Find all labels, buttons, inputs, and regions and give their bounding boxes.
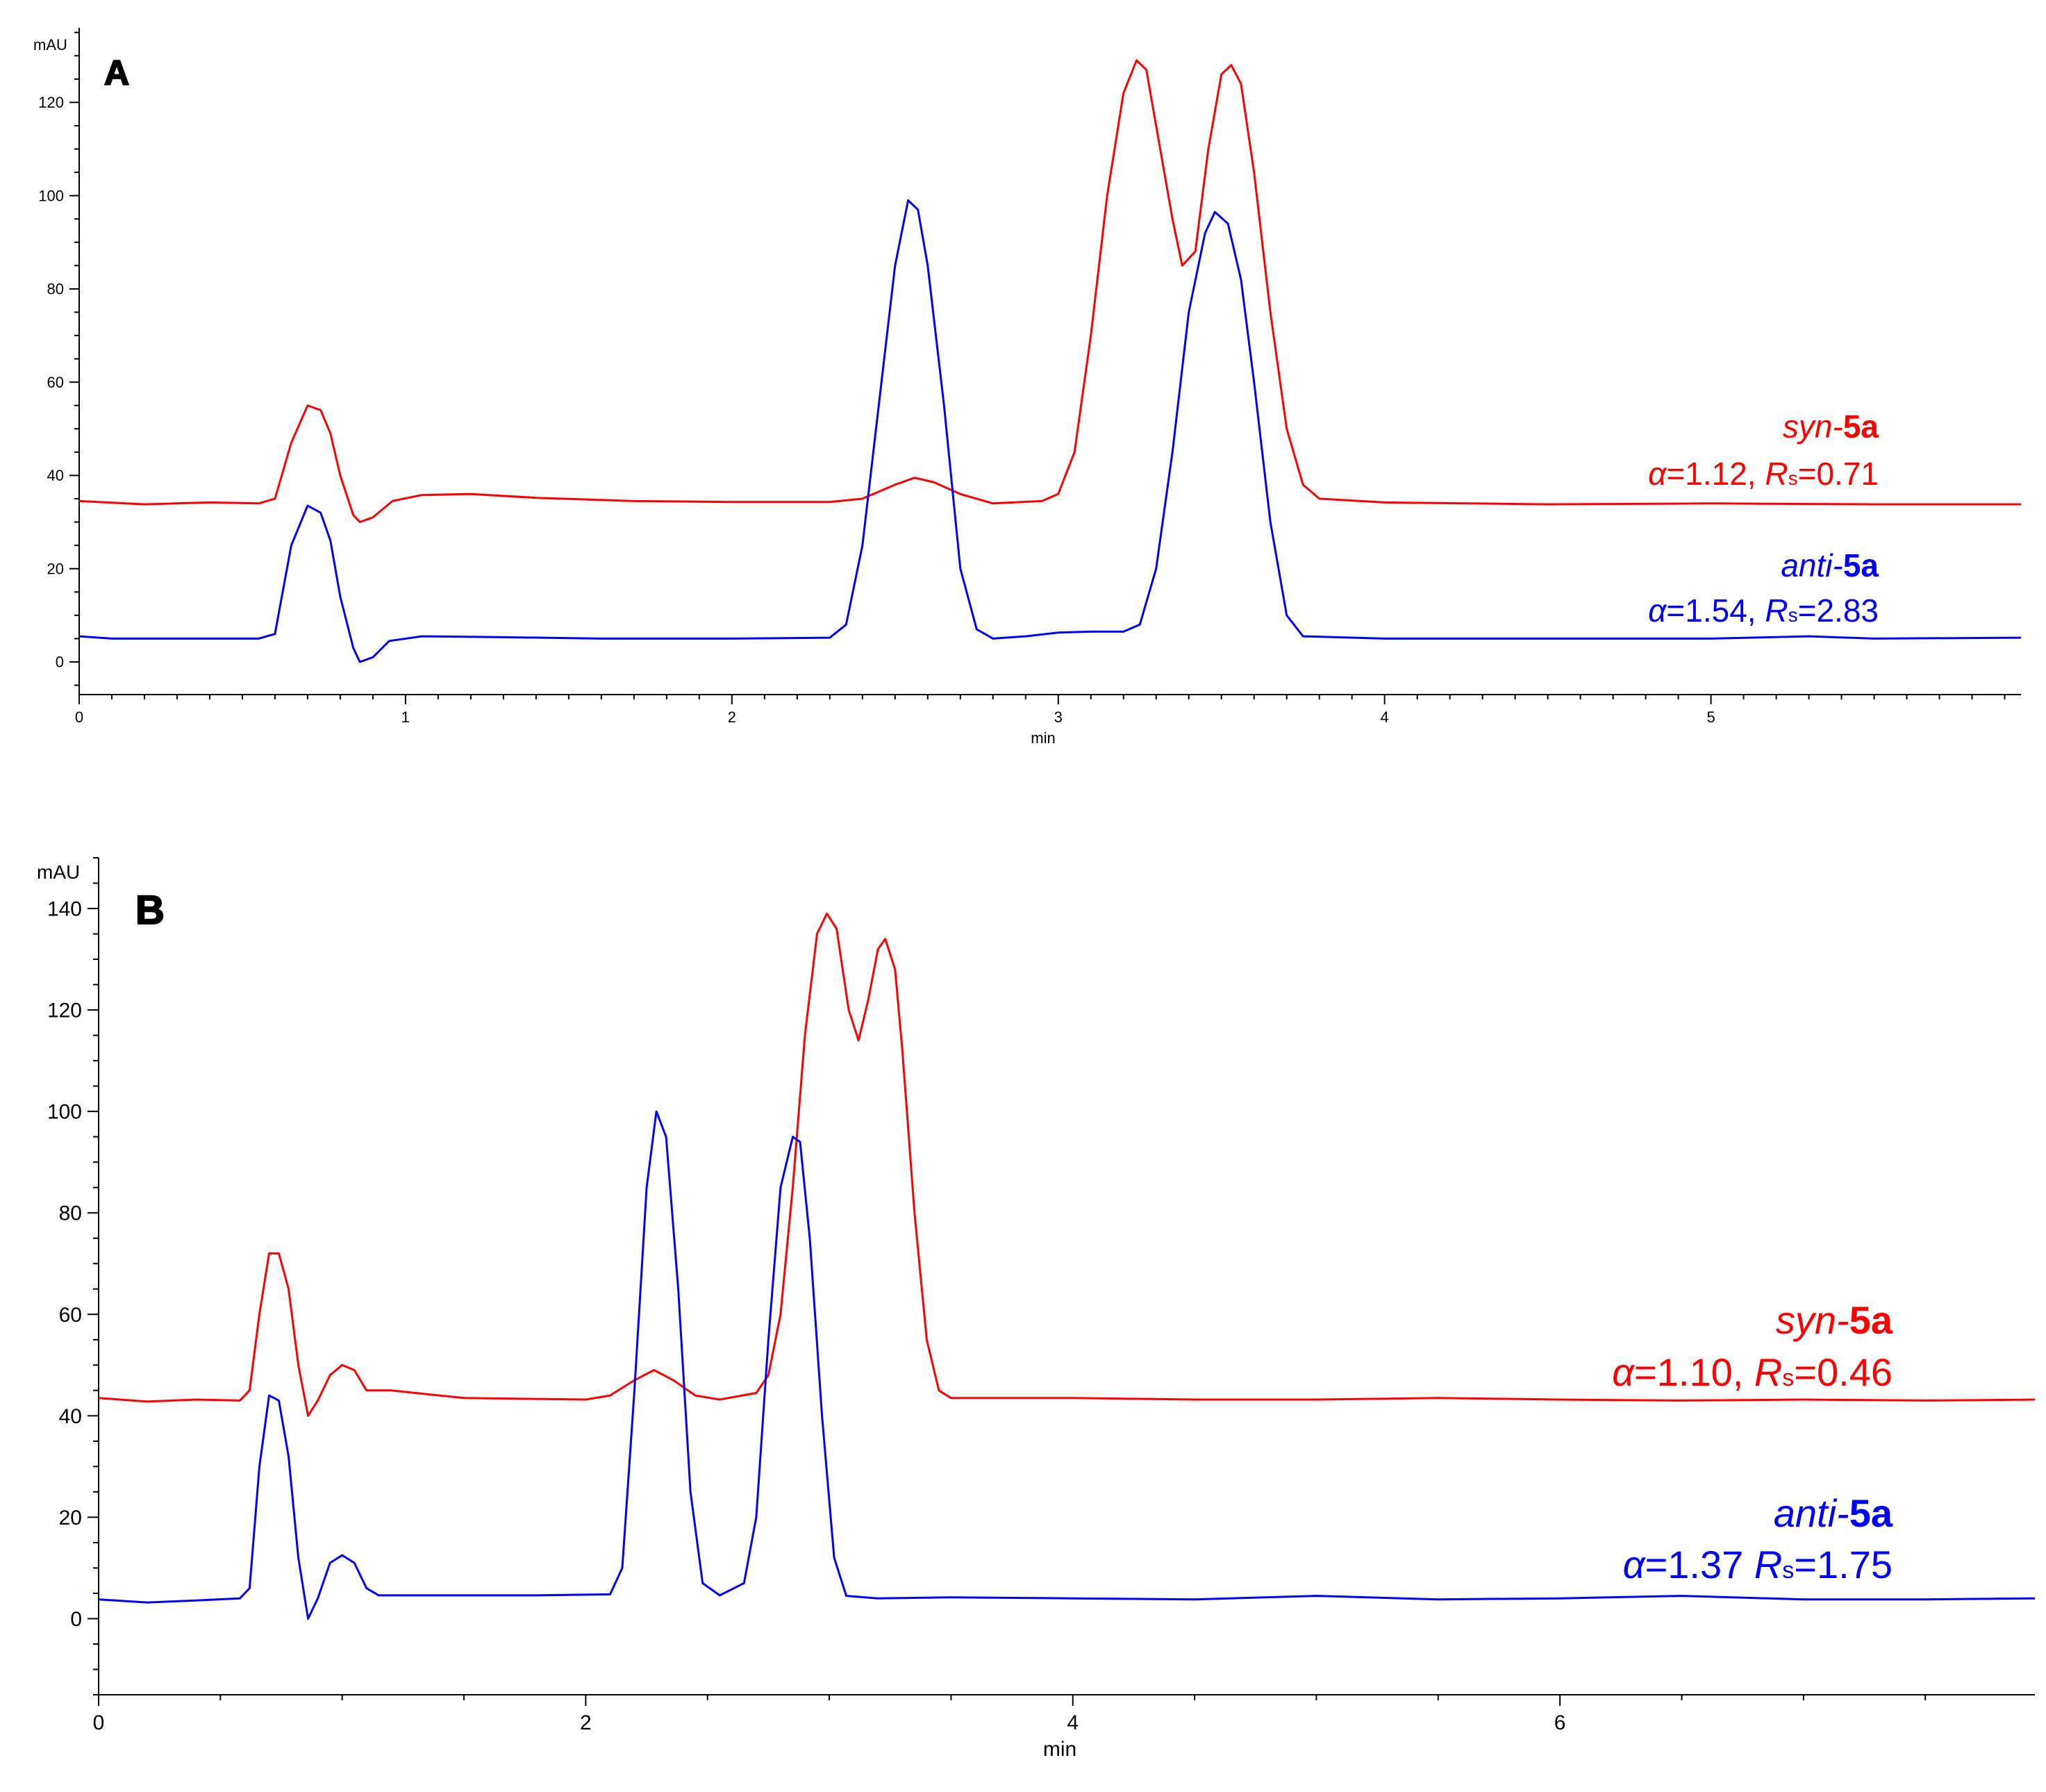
alpha-value: =1.54, — [1666, 592, 1765, 629]
y-tick-label: 0 — [56, 654, 64, 671]
series-line-0 — [78, 59, 2021, 524]
panel-label: B — [135, 888, 165, 933]
annotation-compound: 5a — [1843, 547, 1879, 583]
resolution-value: =1.75 — [1794, 1543, 1893, 1586]
annotation-compound: 5a — [1849, 1491, 1893, 1535]
x-tick-label: 2 — [580, 1711, 592, 1734]
y-tick-label: 80 — [59, 1202, 82, 1225]
x-axis-label: min — [1043, 1738, 1076, 1761]
annotation-title: anti-5a — [1774, 1491, 1893, 1535]
y-tick-label: 80 — [47, 281, 64, 298]
x-tick-label: 6 — [1554, 1711, 1566, 1734]
y-tick-label: 140 — [47, 898, 82, 921]
y-tick-label: 20 — [47, 560, 64, 577]
resolution-symbol: R — [1754, 1543, 1782, 1586]
y-tick-label: 120 — [47, 999, 82, 1022]
x-tick-label: 1 — [401, 708, 410, 726]
panel-label: A — [104, 53, 129, 92]
y-tick-label: 60 — [59, 1304, 82, 1327]
annotation-stats: α=1.54, Rs=2.83 — [1648, 592, 1879, 629]
x-tick-label: 2 — [728, 708, 736, 726]
alpha-symbol: α — [1623, 1543, 1647, 1586]
y-tick-label: 20 — [59, 1507, 82, 1529]
resolution-symbol: R — [1754, 1350, 1782, 1394]
x-axis-label: min — [1031, 729, 1055, 747]
alpha-value: =1.10, — [1634, 1350, 1754, 1394]
alpha-symbol: α — [1648, 456, 1667, 492]
alpha-value: =1.37 — [1645, 1543, 1754, 1586]
annotation-isomer: anti- — [1774, 1491, 1849, 1535]
y-tick-label: 100 — [38, 187, 64, 204]
y-tick-label: 120 — [38, 94, 64, 111]
x-tick-label: 0 — [75, 708, 83, 726]
y-axis-label: mAU — [33, 36, 67, 53]
x-tick-label: 3 — [1054, 708, 1063, 726]
resolution-symbol: R — [1765, 456, 1788, 492]
annotation-isomer: syn- — [1783, 408, 1843, 445]
resolution-subscript: s — [1782, 1557, 1794, 1584]
y-tick-label: 60 — [47, 374, 64, 391]
x-tick-label: 5 — [1706, 708, 1715, 726]
resolution-subscript: s — [1782, 1365, 1794, 1391]
alpha-value: =1.12, — [1666, 456, 1765, 492]
resolution-value: =0.71 — [1798, 456, 1879, 492]
resolution-value: =0.46 — [1794, 1350, 1893, 1394]
annotation-isomer: anti- — [1781, 547, 1843, 583]
x-tick-label: 4 — [1067, 1711, 1079, 1734]
annotation-stats: α=1.10, Rs=0.46 — [1612, 1350, 1893, 1394]
annotation-compound: 5a — [1843, 408, 1879, 445]
alpha-symbol: α — [1648, 592, 1667, 629]
annotation-stats: α=1.12, Rs=0.71 — [1648, 456, 1879, 492]
resolution-subscript: s — [1788, 604, 1798, 626]
annotation-stats: α=1.37 Rs=1.75 — [1623, 1543, 1893, 1586]
y-tick-label: 40 — [59, 1405, 82, 1428]
resolution-subscript: s — [1788, 467, 1798, 489]
x-tick-label: 0 — [93, 1711, 105, 1734]
series-line-1 — [98, 1110, 2036, 1620]
y-tick-label: 0 — [70, 1608, 82, 1631]
y-tick-label: 40 — [47, 467, 64, 484]
series-line-1 — [78, 199, 2022, 663]
annotation-isomer: syn- — [1776, 1298, 1849, 1342]
annotation-title: syn-5a — [1783, 408, 1879, 445]
resolution-symbol: R — [1765, 592, 1788, 629]
series-line-0 — [98, 912, 2036, 1417]
y-axis-label: mAU — [37, 861, 80, 883]
annotation-compound: 5a — [1849, 1298, 1893, 1342]
annotation-title: syn-5a — [1776, 1298, 1893, 1342]
x-tick-label: 4 — [1381, 708, 1389, 726]
annotation-title: anti-5a — [1781, 547, 1879, 583]
y-tick-label: 100 — [47, 1101, 82, 1124]
resolution-value: =2.83 — [1798, 592, 1879, 629]
alpha-symbol: α — [1612, 1350, 1636, 1394]
